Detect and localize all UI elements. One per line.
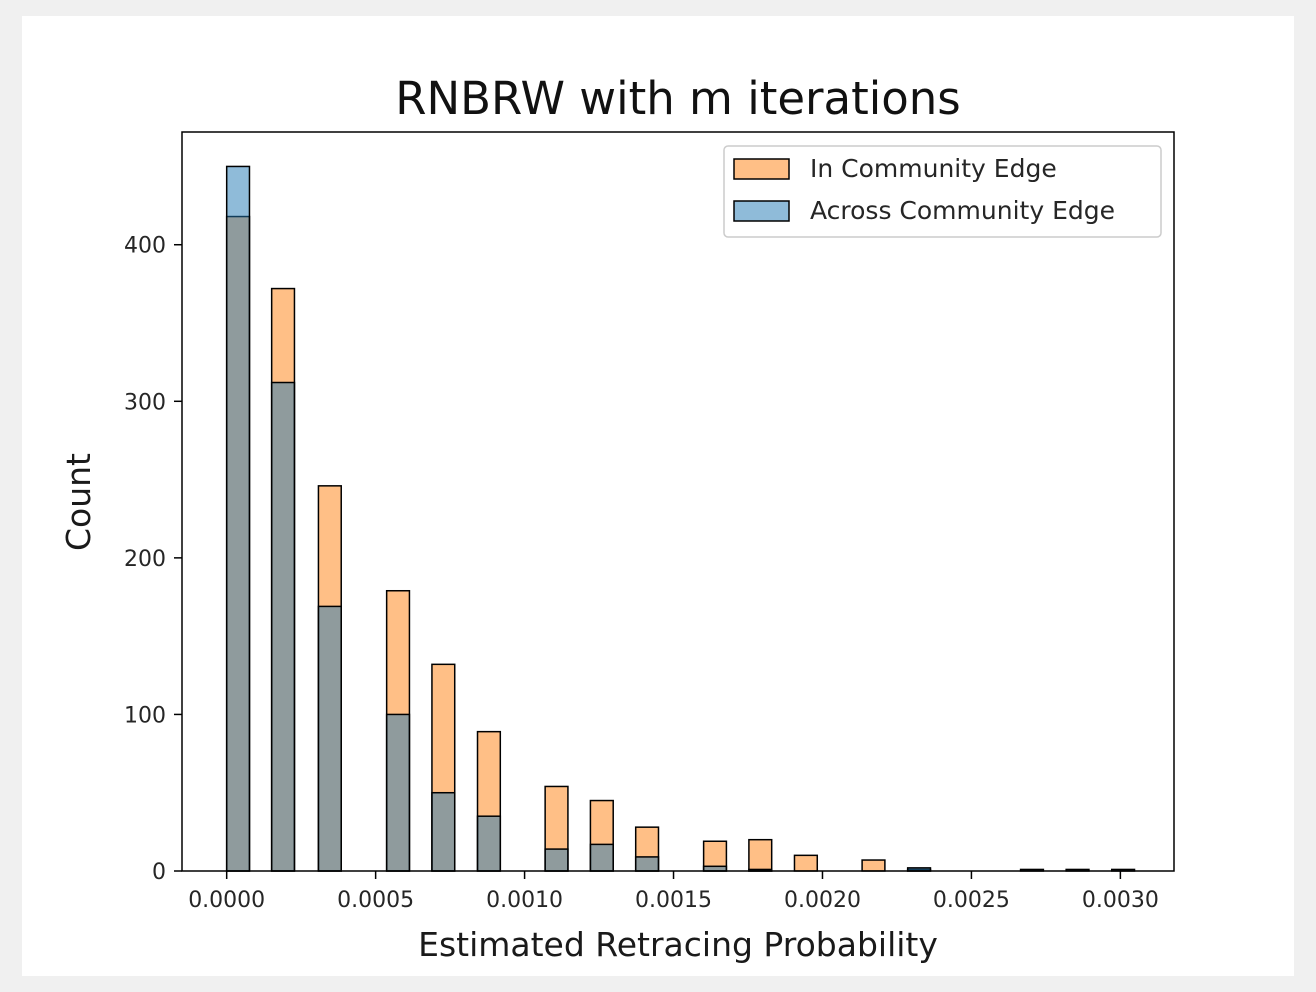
bar-across-community-7 [589, 843, 614, 872]
y-tick-label-2: 200 [124, 547, 166, 572]
bar-in-community-10 [748, 838, 773, 872]
bars-layer [225, 165, 1136, 872]
legend-label-across-community: Across Community Edge [810, 196, 1115, 225]
ticks-layer: 0.0000 0.0005 0.0010 0.0015 0.0020 0.0025 0.00… [124, 234, 1159, 913]
bar-across-community-1 [270, 381, 296, 872]
x-tick-label-0: 0.0000 [188, 888, 265, 913]
x-tick-label-5: 0.0025 [933, 888, 1010, 913]
x-tick-label-1: 0.0005 [337, 888, 414, 913]
legend-label-in-community: In Community Edge [810, 154, 1057, 183]
bar-across-community-4 [431, 791, 456, 872]
bar-across-community-5 [476, 815, 502, 872]
y-tick-label-4: 400 [124, 234, 166, 259]
bar-across-community-6 [544, 848, 569, 872]
legend-swatch-across-community [733, 200, 790, 222]
legend-box [723, 145, 1162, 238]
x-tick-label-6: 0.0030 [1082, 888, 1159, 913]
bar-in-community-11 [793, 854, 819, 872]
bar-across-community-3 [385, 713, 411, 872]
y-axis-title: Count [59, 453, 98, 551]
y-tick-label-0: 0 [152, 860, 166, 885]
legend: In Community Edge Across Community Edge [723, 145, 1162, 238]
bar-across-community-2 [317, 605, 342, 872]
x-tick-label-4: 0.0020 [784, 888, 861, 913]
bar-across-community-8 [634, 856, 660, 872]
chart-title: RNBRW with m iterations [395, 72, 961, 125]
plot-frame [181, 131, 1175, 872]
chart-figure: 0.0000 0.0005 0.0010 0.0015 0.0020 0.0025 0.00… [22, 16, 1294, 976]
bar-across-community-0 [225, 165, 251, 872]
bar-in-community-12 [861, 859, 886, 872]
x-tick-label-3: 0.0015 [635, 888, 712, 913]
x-axis-title: Estimated Retracing Probability [418, 925, 938, 964]
legend-swatch-in-community [733, 158, 790, 180]
x-tick-label-2: 0.0010 [486, 888, 563, 913]
y-tick-label-1: 100 [124, 703, 166, 728]
histogram-chart: 0.0000 0.0005 0.0010 0.0015 0.0020 0.0025 0.00… [59, 72, 1175, 964]
y-tick-label-3: 300 [124, 390, 166, 415]
